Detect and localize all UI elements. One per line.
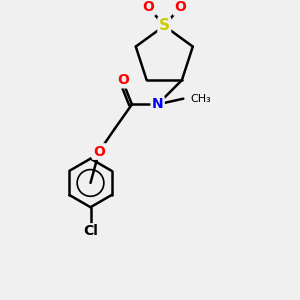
Text: O: O (117, 73, 129, 87)
Text: S: S (159, 18, 170, 33)
Text: O: O (174, 0, 186, 14)
Text: CH₃: CH₃ (190, 94, 211, 104)
Text: O: O (142, 0, 154, 14)
Text: Cl: Cl (83, 224, 98, 239)
Text: O: O (93, 145, 105, 158)
Text: N: N (152, 98, 164, 111)
